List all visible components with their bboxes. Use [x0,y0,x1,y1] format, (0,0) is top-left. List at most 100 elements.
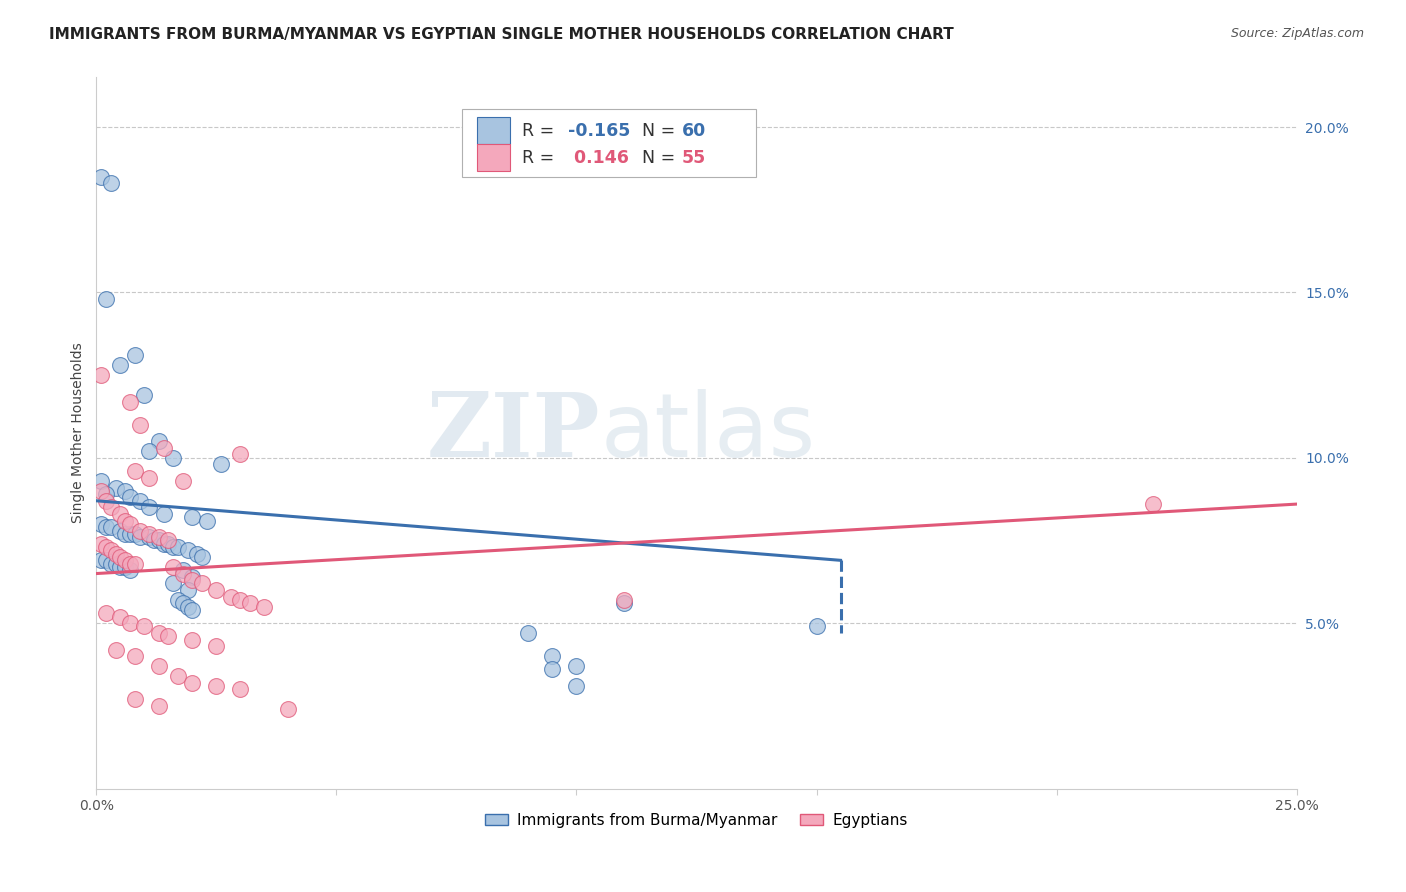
Point [118,491,141,505]
Text: R =: R = [523,149,560,167]
Point [181,510,204,524]
FancyBboxPatch shape [477,117,510,145]
Point [110,358,132,372]
Point [209,458,232,472]
Point [100,176,122,190]
Point [90,483,112,498]
Point [94,606,117,620]
Point [110,609,132,624]
Text: Source: ZipAtlas.com: Source: ZipAtlas.com [1230,27,1364,40]
Text: N =: N = [643,122,682,140]
Point [138,444,160,458]
Point [124,464,146,478]
Point [110,560,132,574]
Point [181,603,204,617]
Point [541,663,564,677]
Point [114,514,136,528]
Point [94,553,117,567]
Legend: Immigrants from Burma/Myanmar, Egyptians: Immigrants from Burma/Myanmar, Egyptians [479,807,914,834]
Point [191,549,214,564]
Point [219,590,242,604]
Point [100,543,122,558]
Point [118,563,141,577]
Point [176,583,198,598]
Point [167,669,190,683]
Y-axis label: Single Mother Households: Single Mother Households [72,343,86,524]
Point [134,619,156,633]
Point [541,649,564,664]
Point [517,626,540,640]
Point [100,520,122,534]
Point [148,698,170,713]
Text: ZIP: ZIP [427,390,600,476]
Point [157,533,180,548]
Point [110,507,132,521]
Point [172,596,194,610]
Text: 0.146: 0.146 [568,149,628,167]
Point [110,549,132,564]
Point [118,394,141,409]
Point [94,493,117,508]
Text: 60: 60 [682,122,706,140]
Point [90,474,112,488]
Point [104,481,127,495]
Point [157,629,180,643]
Point [110,524,132,538]
Point [128,530,150,544]
Point [94,487,117,501]
Text: 55: 55 [682,149,706,167]
Point [239,596,262,610]
Point [172,566,194,581]
Point [124,649,146,664]
Point [94,540,117,554]
Point [277,702,299,716]
Point [613,593,636,607]
Point [90,516,112,531]
Text: R =: R = [523,122,560,140]
Point [124,348,146,362]
Point [148,626,170,640]
Point [176,543,198,558]
Point [118,516,141,531]
Point [128,417,150,432]
Point [806,619,828,633]
Point [176,599,198,614]
Point [205,640,228,654]
Point [162,576,184,591]
Point [186,547,208,561]
Point [167,540,190,554]
Point [90,537,112,551]
Point [181,573,204,587]
Point [100,500,122,515]
Point [181,632,204,647]
Point [148,530,170,544]
Point [253,599,276,614]
Point [195,514,218,528]
Point [90,553,112,567]
Point [138,500,160,515]
Point [162,540,184,554]
Point [152,441,174,455]
Point [613,596,636,610]
Point [128,524,150,538]
Point [118,526,141,541]
Point [565,679,588,693]
Point [90,169,112,184]
Point [124,526,146,541]
Point [148,533,170,548]
Point [148,434,170,449]
Point [100,557,122,571]
Text: atlas: atlas [600,390,815,476]
Point [118,557,141,571]
Point [104,557,127,571]
Point [138,530,160,544]
Point [172,474,194,488]
Point [124,557,146,571]
FancyBboxPatch shape [463,110,756,177]
Point [114,526,136,541]
Point [152,537,174,551]
Point [157,537,180,551]
Point [148,659,170,673]
Point [90,368,112,383]
Point [565,659,588,673]
